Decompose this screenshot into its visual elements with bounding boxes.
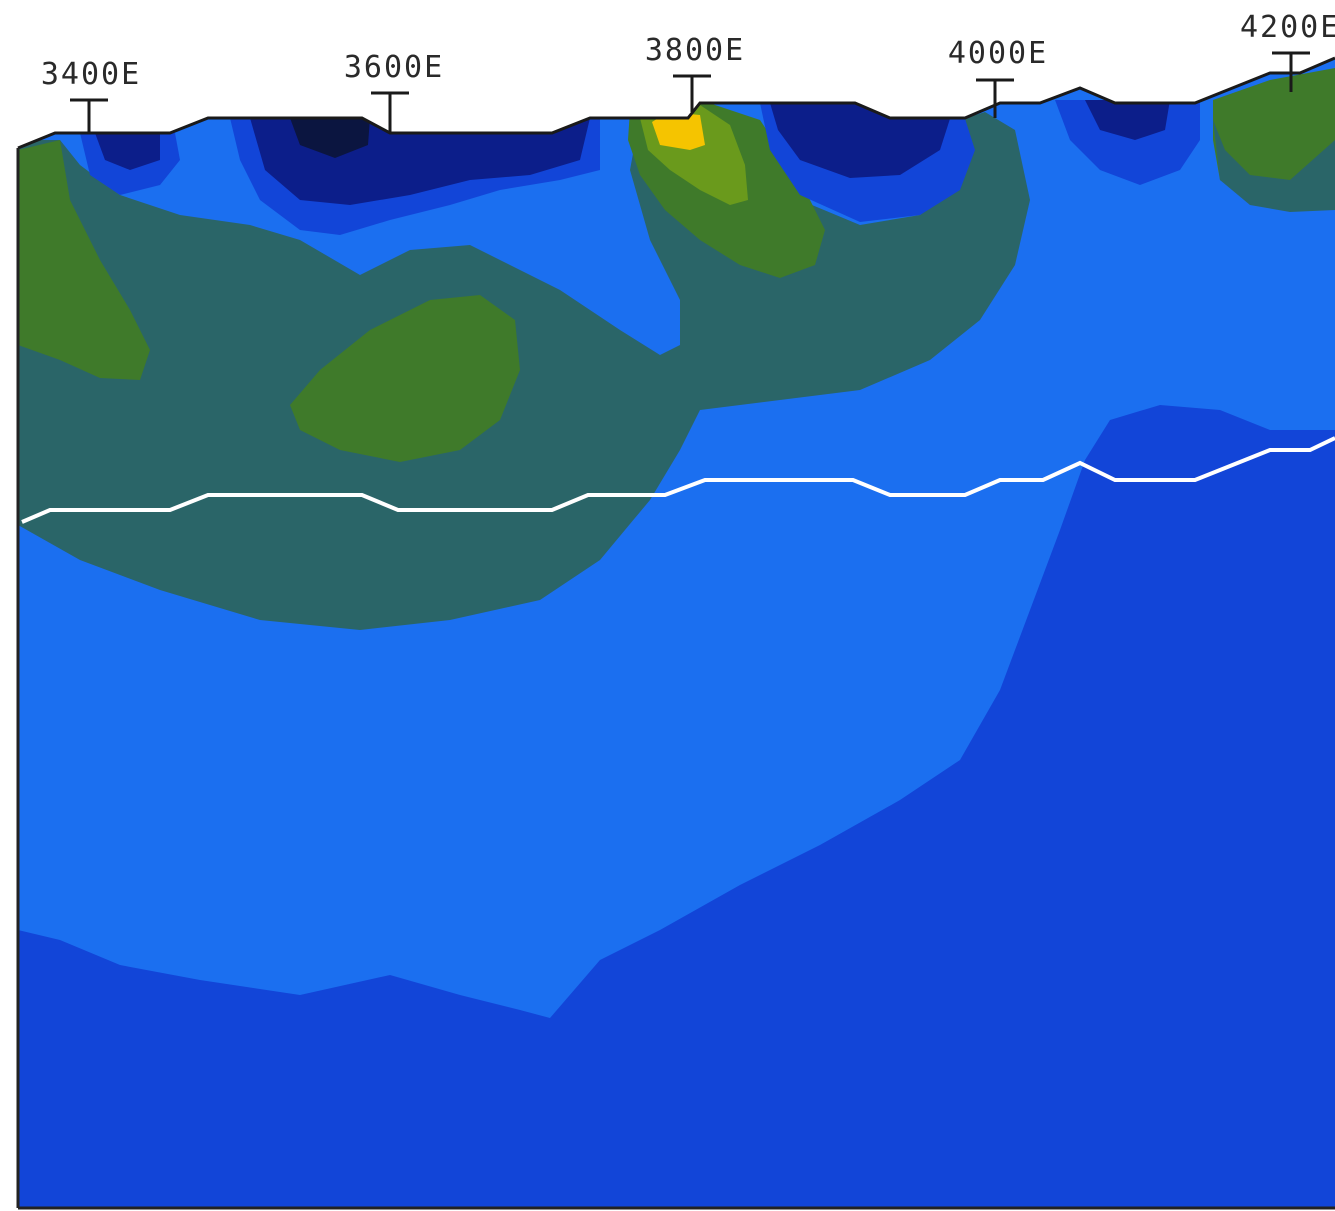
station-3800e: 3800E [645, 33, 745, 112]
zone-very-low-d [1085, 100, 1170, 140]
station-tick [1272, 51, 1310, 92]
zone-lowest [290, 118, 370, 158]
station-3400e: 3400E [41, 57, 141, 133]
station-tick [976, 78, 1014, 118]
zone-very-low-a [95, 133, 160, 170]
station-tick [371, 91, 409, 133]
station-label: 4200E [1240, 10, 1335, 45]
station-label: 3800E [645, 33, 745, 68]
marker-line [21, 436, 1335, 524]
zone-very-low-c [770, 103, 955, 178]
station-label: 3600E [344, 50, 444, 85]
zone-very-high [652, 112, 705, 150]
zone-lower-deep [18, 405, 1335, 1208]
station-3600e: 3600E [344, 50, 444, 133]
station-4200e: 4200E [1240, 10, 1335, 92]
zone-mid-high-right [1213, 68, 1335, 200]
station-tick [673, 74, 711, 112]
station-4000e: 4000E [948, 36, 1048, 118]
zone-mid-high-left [18, 140, 150, 380]
station-label: 4000E [948, 36, 1048, 71]
station-label: 3400E [41, 57, 141, 92]
station-tick [70, 98, 108, 133]
zone-mid-right-skirt [1213, 120, 1335, 212]
topography-line [17, 56, 1335, 150]
zone-mid-high-center [290, 295, 520, 462]
